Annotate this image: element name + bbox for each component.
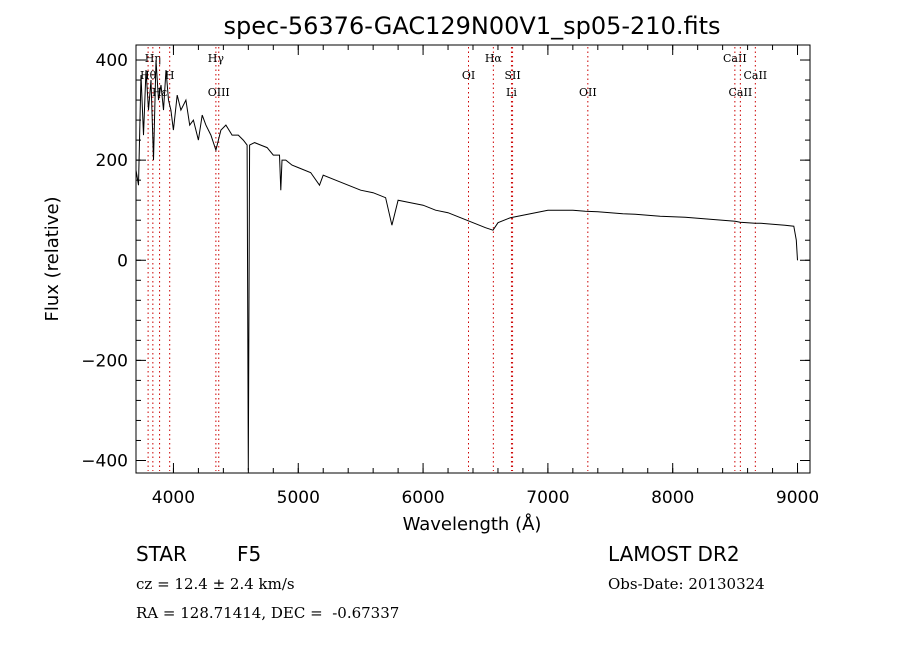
x-tick-label: 6000	[401, 488, 444, 508]
line-marker-label: OII	[579, 86, 597, 99]
line-marker-label: OIII	[208, 86, 230, 99]
object-subclass: F5	[237, 542, 262, 566]
x-tick-label: 4000	[152, 488, 195, 508]
line-marker-label: CaII	[723, 52, 747, 65]
x-tick-label: 7000	[526, 488, 569, 508]
y-tick-label: 0	[117, 251, 128, 271]
line-marker-label: OI	[462, 69, 475, 82]
redshift-text: cz = 12.4 ± 2.4 km/s	[136, 575, 295, 593]
x-axis-label: Wavelength (Å)	[403, 513, 542, 535]
line-marker-label: H	[165, 69, 175, 82]
x-tick-label: 9000	[776, 488, 819, 508]
obs-date-text: Obs-Date: 20130324	[608, 575, 765, 593]
y-tick-label: 200	[96, 151, 128, 171]
line-marker-label: Li	[506, 86, 517, 99]
y-tick-label: −200	[81, 351, 128, 371]
line-marker-label: Hγ	[208, 52, 225, 65]
coordinates-text: RA = 128.71414, DEC = -0.67337	[136, 604, 400, 622]
plot-frame	[135, 44, 811, 474]
axis-ticks: 4000 5000 6000 7000 8000 9000 −400 −200 0 200 400	[81, 45, 819, 508]
survey-name: LAMOST DR2	[608, 542, 740, 566]
y-tick-label: 400	[96, 51, 128, 71]
line-marker-label: CaII	[729, 86, 753, 99]
x-tick-label: 5000	[277, 488, 320, 508]
line-marker-label: Hη	[145, 52, 161, 65]
object-class: STAR	[136, 542, 187, 566]
chart-title: spec-56376-GAC129N00V1_sp05-210.fits	[224, 12, 721, 40]
line-marker-label: Hθ	[140, 69, 157, 82]
y-axis-label: Flux (relative)	[42, 196, 63, 321]
x-tick-label: 8000	[651, 488, 694, 508]
spectrum-series	[135, 59, 798, 471]
y-tick-label: −400	[81, 451, 128, 471]
line-marker-label: SII	[504, 69, 520, 82]
line-marker-label: Hα	[485, 52, 503, 65]
line-marker-label: CaII	[743, 69, 767, 82]
